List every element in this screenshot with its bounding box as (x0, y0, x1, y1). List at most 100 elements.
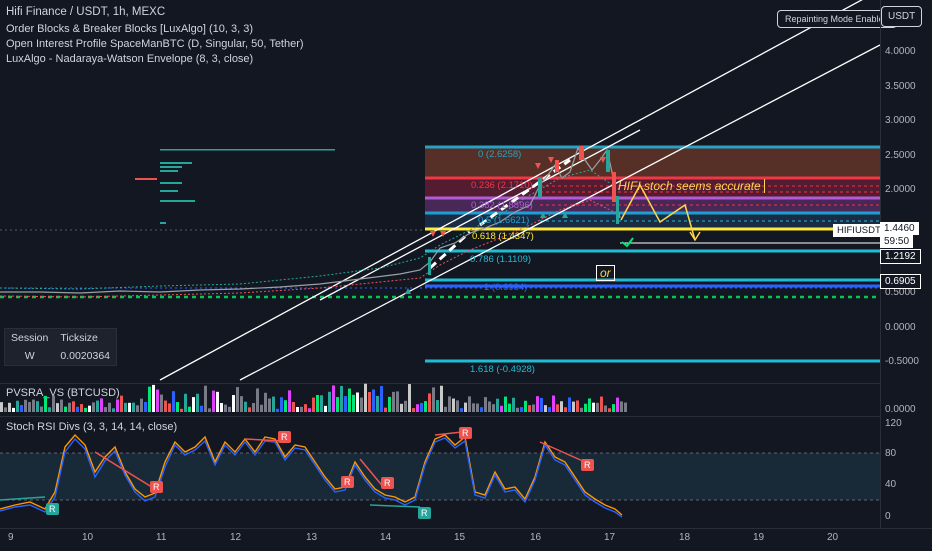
symbol-tag: HIFIUSDT (833, 224, 885, 237)
volume-bar (604, 405, 607, 412)
session-value: W (24, 350, 35, 362)
channel-mid[interactable] (319, 129, 641, 301)
pane-divider[interactable] (0, 383, 880, 384)
volume-bars (0, 383, 627, 412)
fib-label-0618: 0.618 (1.4347) (472, 231, 534, 242)
level-tag-2: 0.6905 (880, 274, 921, 289)
volume-bar (200, 405, 203, 412)
indicator-legend-3[interactable]: LuxAlgo - Nadaraya-Watson Envelope (8, 3… (6, 53, 254, 65)
ticksize-header: Ticksize (60, 332, 98, 344)
time-tick: 10 (82, 532, 94, 543)
volume-bar (432, 387, 435, 412)
stoch-bear-marker: R (459, 427, 472, 439)
volume-bar (372, 389, 375, 412)
main-chart-canvas[interactable] (0, 0, 880, 402)
volume-bar (96, 400, 99, 412)
session-header: Session (11, 332, 49, 344)
indicator-legend-2[interactable]: Open Interest Profile SpaceManBTC (D, Si… (6, 38, 304, 50)
fib-label-0: 0 (2.6258) (478, 149, 522, 160)
volume-bar (492, 404, 495, 412)
volume-bar (288, 390, 291, 412)
volume-bar (400, 403, 403, 412)
volume-bar (524, 400, 527, 412)
volume-bar (152, 384, 155, 412)
fib-label-0786: 0.786 (1.1109) (470, 254, 532, 265)
volume-bar (44, 395, 47, 412)
volume-bar (16, 400, 19, 412)
volume-bar (404, 400, 407, 412)
volume-bar (24, 399, 27, 412)
price-tick: 2.0000 (885, 184, 916, 195)
stoch-bear-marker: R (278, 431, 291, 443)
volume-bar (376, 395, 379, 412)
stoch-bear-marker: R (381, 477, 394, 489)
volume-bar (576, 400, 579, 412)
volume-bar (128, 402, 131, 412)
volume-bar (296, 406, 299, 412)
volume-bar (160, 394, 163, 412)
volume-bar (40, 406, 43, 412)
fib-label-1618: 1.618 (-0.4928) (470, 364, 535, 375)
volume-bar (540, 397, 543, 412)
fib-label-0236: 0.236 (2.1710) (471, 180, 533, 191)
stoch-bear-marker: R (150, 481, 163, 493)
volume-bar (500, 405, 503, 412)
volume-bar (380, 386, 383, 412)
volume-bar (444, 406, 447, 412)
volume-bar (328, 391, 331, 412)
volume-bar (28, 402, 31, 412)
price-axis[interactable] (880, 0, 932, 528)
volume-bar (136, 405, 139, 412)
channel-lower[interactable] (239, 44, 880, 381)
indicator-legend-1[interactable]: Order Blocks & Breaker Blocks [LuxAlgo] … (6, 23, 253, 35)
time-axis[interactable] (0, 528, 932, 551)
volume-bar (464, 402, 467, 412)
volume-bar (20, 405, 23, 412)
volume-bar (460, 408, 463, 412)
stoch-bull-marker: R (418, 507, 431, 519)
stoch-tick: 40 (885, 479, 897, 490)
volume-bar (488, 401, 491, 412)
projection-path[interactable] (620, 183, 696, 241)
stoch-pane-title[interactable]: Stoch RSI Divs (3, 3, 14, 14, close) (6, 421, 178, 433)
volume-bar (276, 408, 279, 412)
chart-title: Hifi Finance / USDT, 1h, MEXC (6, 6, 166, 18)
volume-bar (108, 402, 111, 412)
volume-bar (340, 385, 343, 412)
time-tick: 14 (380, 532, 392, 543)
volume-bar (408, 384, 411, 412)
stoch-tick: 0 (885, 511, 891, 522)
price-candles (0, 146, 621, 298)
volume-bar (172, 391, 175, 412)
volume-bar (48, 407, 51, 412)
volume-bar (496, 398, 499, 412)
volume-bar (316, 394, 319, 412)
volume-bar (80, 404, 83, 412)
volume-bar (56, 403, 59, 412)
volume-bar (556, 404, 559, 412)
volume-bar (584, 403, 587, 412)
currency-button[interactable]: USDT (881, 6, 923, 27)
fib-zone-3 (425, 213, 880, 229)
pane-divider[interactable] (0, 416, 880, 417)
volume-bar (144, 401, 147, 412)
volume-bar (264, 392, 267, 412)
channel-upper[interactable] (159, 0, 880, 381)
stoch-bull-marker: R (46, 503, 59, 515)
volume-bar (236, 387, 239, 412)
stoch-rsi-plot[interactable] (0, 417, 880, 528)
volume-bar (624, 402, 627, 412)
volume-bar (388, 396, 391, 412)
volume-pane-title[interactable]: PVSRA_VS (BTCUSD) (6, 387, 120, 399)
volume-bar (424, 401, 427, 412)
countdown-tag: 59:50 (880, 235, 914, 248)
volume-bar (412, 408, 415, 412)
volume-bar (320, 395, 323, 412)
repainting-mode-button[interactable]: Repainting Mode Enabled (777, 10, 897, 28)
annotation-or[interactable]: or (596, 265, 615, 281)
volume-bar (504, 396, 507, 412)
volume-bar (12, 407, 15, 412)
annotation-note[interactable]: HIFI stoch seems accurate (618, 179, 765, 193)
volume-bar (580, 407, 583, 412)
volume-bar (256, 388, 259, 412)
